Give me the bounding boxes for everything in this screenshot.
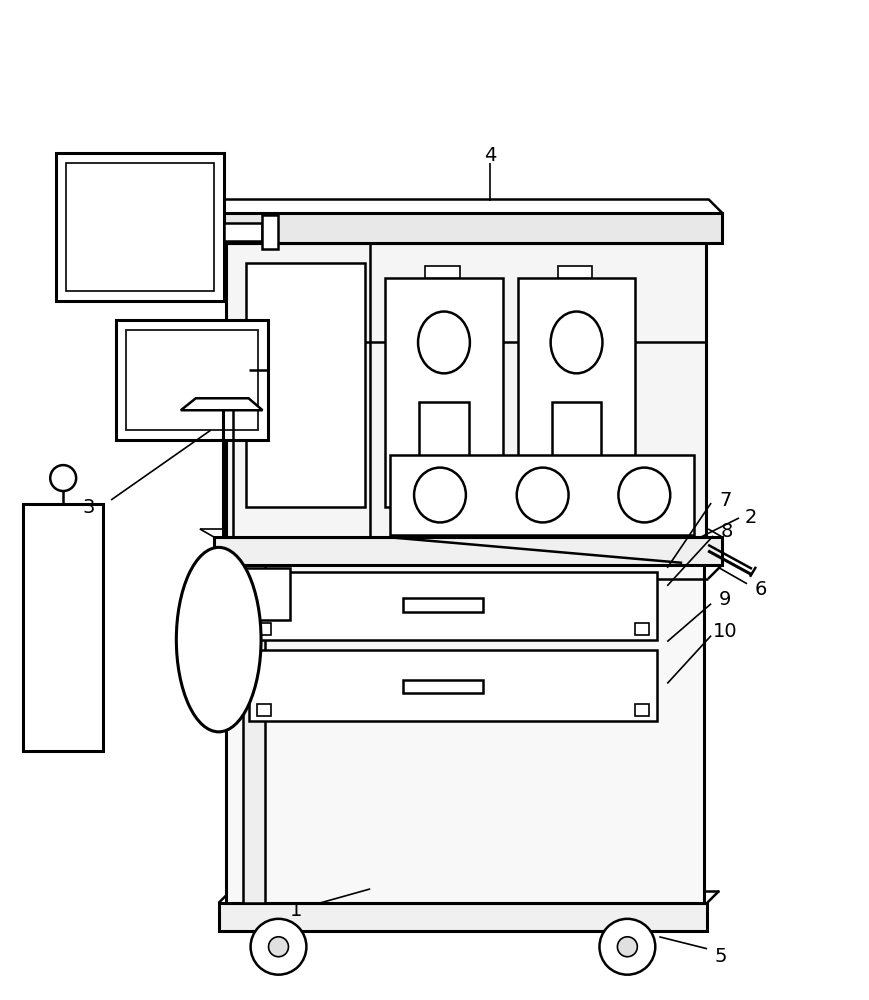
Circle shape xyxy=(250,919,307,975)
Bar xyxy=(242,334,264,903)
Bar xyxy=(66,163,214,291)
Bar xyxy=(262,215,277,249)
Text: 1: 1 xyxy=(290,901,302,920)
Bar xyxy=(635,623,649,635)
Bar xyxy=(558,266,593,278)
Text: 5: 5 xyxy=(715,947,727,966)
Text: 4: 4 xyxy=(484,146,496,165)
Ellipse shape xyxy=(619,468,670,522)
Bar xyxy=(425,266,460,278)
Bar xyxy=(23,504,103,751)
Text: 6: 6 xyxy=(755,580,767,599)
Circle shape xyxy=(600,919,655,975)
Bar xyxy=(390,455,694,535)
Bar xyxy=(635,704,649,716)
Ellipse shape xyxy=(418,312,470,373)
Bar xyxy=(226,564,704,903)
Bar xyxy=(256,704,270,716)
Text: 7: 7 xyxy=(719,490,731,510)
Bar xyxy=(552,402,601,472)
Bar xyxy=(385,278,503,507)
Bar xyxy=(219,903,707,931)
Circle shape xyxy=(617,937,637,957)
Bar xyxy=(214,213,722,243)
Polygon shape xyxy=(181,398,262,410)
Bar xyxy=(256,623,270,635)
Text: 10: 10 xyxy=(713,622,738,641)
Bar xyxy=(403,680,483,693)
Bar xyxy=(249,650,657,721)
Bar xyxy=(403,598,483,612)
Text: 2: 2 xyxy=(745,508,757,527)
Bar xyxy=(419,402,469,472)
Bar xyxy=(235,568,290,620)
Bar xyxy=(518,278,635,507)
Circle shape xyxy=(269,937,289,957)
Ellipse shape xyxy=(50,465,76,491)
Ellipse shape xyxy=(414,468,466,522)
Bar xyxy=(56,153,223,301)
Bar xyxy=(223,223,262,241)
Bar xyxy=(126,330,257,430)
Bar xyxy=(226,243,706,537)
Bar xyxy=(116,320,268,440)
Bar xyxy=(214,537,722,565)
Text: 9: 9 xyxy=(719,590,731,609)
Text: 8: 8 xyxy=(721,522,733,541)
Ellipse shape xyxy=(176,547,261,732)
Ellipse shape xyxy=(551,312,602,373)
Ellipse shape xyxy=(517,468,568,522)
Bar xyxy=(246,263,365,507)
Text: 3: 3 xyxy=(83,498,96,517)
Bar xyxy=(249,572,657,640)
